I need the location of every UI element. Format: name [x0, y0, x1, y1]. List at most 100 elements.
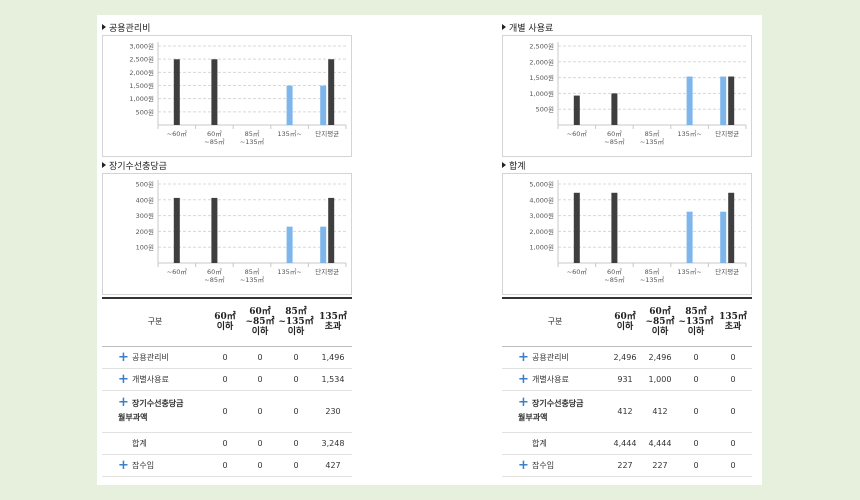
x-tick-label: 60㎡ — [207, 129, 222, 138]
cell-value: 230 — [314, 390, 352, 433]
x-tick-label: ~85㎡ — [604, 275, 625, 284]
bar-dark — [328, 59, 335, 125]
y-tick-label: 200원 — [136, 227, 154, 236]
cell-value: 0 — [714, 368, 752, 391]
cell-value: 1,000 — [642, 368, 678, 391]
table-header-row: 구분 60㎡ 이하 60㎡ ~85㎡ 이하 85㎡ ~135㎡ 이하 135㎡ 초과 — [502, 297, 752, 347]
cell-value: 0 — [208, 368, 242, 391]
table-row: 합계 4,444 4,444 0 0 — [502, 432, 752, 455]
table-row[interactable]: + 공용관리비 2,496 2,496 0 0 — [502, 346, 752, 369]
bar-dark — [211, 59, 218, 125]
y-tick-label: 1,000원 — [529, 243, 554, 252]
y-tick-label: 2,000원 — [529, 227, 554, 236]
x-tick-label: ~60㎡ — [167, 267, 188, 276]
plus-icon[interactable]: + — [118, 371, 129, 387]
bar-light — [320, 226, 327, 263]
header-col-60-below: 60㎡ 이하 — [608, 297, 642, 347]
section-title-total: 합계 — [502, 159, 526, 172]
cell-value: 4,444 — [642, 432, 678, 455]
y-tick-label: 1,000원 — [129, 94, 154, 103]
x-tick-label: ~135㎡ — [240, 275, 265, 284]
x-tick-label: 60㎡ — [207, 267, 222, 276]
header-category: 구분 — [102, 297, 208, 347]
x-tick-label: ~85㎡ — [604, 137, 625, 146]
cell-value: 1,496 — [314, 346, 352, 369]
x-tick-label: 85㎡ — [245, 267, 260, 276]
bar-dark — [728, 76, 735, 125]
x-tick-label: 단지평균 — [715, 129, 739, 138]
triangle-bullet-icon — [502, 24, 506, 30]
x-tick-label: ~60㎡ — [567, 267, 588, 276]
chart-total: 5,000원 4,000원 3,000원 2,000원 1,000원 ~60㎡ 60㎡ ~85… — [502, 173, 752, 295]
x-tick-label: 85㎡ — [645, 129, 660, 138]
table-row[interactable]: + 잡수입 227 227 0 0 — [502, 454, 752, 477]
table-row: 합계 0 0 0 3,248 — [102, 432, 352, 455]
fee-table-right: 구분 60㎡ 이하 60㎡ ~85㎡ 이하 85㎡ ~135㎡ 이하 135㎡ 초과 + 공용… — [502, 297, 752, 477]
table-row[interactable]: + 잡수입 0 0 0 427 — [102, 454, 352, 477]
bar-light — [686, 76, 693, 125]
plus-icon[interactable]: + — [518, 371, 529, 387]
triangle-bullet-icon — [502, 162, 506, 168]
y-tick-label: 3,000원 — [129, 42, 154, 51]
bar-dark — [611, 192, 618, 263]
x-tick-label: 60㎡ — [607, 267, 622, 276]
y-tick-label: 2,500원 — [129, 55, 154, 64]
y-tick-label: 2,500원 — [529, 42, 554, 51]
header-col-60-85: 60㎡ ~85㎡ 이하 — [642, 297, 678, 347]
table-row[interactable]: + 개별사용료 0 0 0 1,534 — [102, 368, 352, 391]
plus-icon[interactable]: + — [518, 349, 529, 365]
triangle-bullet-icon — [102, 24, 106, 30]
cell-value: 227 — [608, 454, 642, 477]
row-label: 장기수선충당금 — [132, 399, 184, 408]
plus-icon[interactable]: + — [518, 457, 529, 473]
cell-value: 0 — [208, 432, 242, 455]
chart-individual-fee: 2,500원 2,000원 1,500원 1,000원 500원 ~60㎡ 60㎡ ~85㎡ 8… — [502, 35, 752, 157]
table-row[interactable]: + 개별사용료 931 1,000 0 0 — [502, 368, 752, 391]
bar-light — [720, 76, 727, 125]
cell-value: 0 — [278, 346, 314, 369]
plus-icon[interactable]: + — [118, 349, 129, 365]
y-tick-label: 100원 — [136, 243, 154, 252]
row-label: 잡수입 — [532, 460, 555, 470]
chart-repair-reserve: 500원 400원 300원 200원 100원 ~60㎡ 60㎡ ~85㎡ 85㎡ ~135㎡ 1… — [102, 173, 352, 295]
chart-common-fee: 3,000원 2,500원 2,000원 1,500원 1,000원 500원 ~60㎡ 60… — [102, 35, 352, 157]
cell-value: 4,444 — [608, 432, 642, 455]
table-header-row: 구분 60㎡ 이하 60㎡ ~85㎡ 이하 85㎡ ~135㎡ 이하 135㎡ 초과 — [102, 297, 352, 347]
section-title-common-fee: 공용관리비 — [102, 21, 150, 34]
x-tick-label: 60㎡ — [607, 129, 622, 138]
plus-icon[interactable]: + — [518, 395, 529, 410]
triangle-bullet-icon — [102, 162, 106, 168]
y-tick-label: 400원 — [136, 195, 154, 204]
cell-value: 0 — [278, 454, 314, 477]
x-tick-label: 135㎡~ — [277, 267, 301, 276]
y-tick-label: 500원 — [136, 107, 154, 116]
row-label: 합계 — [532, 438, 547, 448]
y-tick-label: 2,000원 — [529, 57, 554, 66]
table-row[interactable]: + 장기수선충당금 월부과액 412 412 0 0 — [502, 390, 752, 433]
cell-value: 0 — [678, 368, 714, 391]
x-tick-label: ~135㎡ — [640, 137, 665, 146]
bar-dark — [173, 197, 180, 263]
y-tick-label: 500원 — [136, 180, 154, 189]
x-tick-label: 85㎡ — [245, 129, 260, 138]
bar-light — [686, 211, 693, 263]
bar-dark — [328, 197, 335, 263]
cell-value: 0 — [278, 390, 314, 433]
row-label: 합계 — [132, 438, 147, 448]
content-panel: 공용관리비 개별 사용료 장기수선충당금 합계 3,000원 2,500원 2,00… — [97, 15, 762, 485]
table-row[interactable]: + 장기수선충당금 월부과액 0 0 0 230 — [102, 390, 352, 433]
plus-icon[interactable]: + — [118, 395, 129, 410]
plus-icon[interactable]: + — [118, 457, 129, 473]
bar-dark — [728, 192, 735, 263]
x-tick-label: ~60㎡ — [167, 129, 188, 138]
bar-light — [286, 85, 293, 125]
row-label: 개별사용료 — [132, 374, 169, 384]
fee-table-left: 구분 60㎡ 이하 60㎡ ~85㎡ 이하 85㎡ ~135㎡ 이하 135㎡ 초과 + 공용… — [102, 297, 352, 477]
x-tick-label: ~85㎡ — [204, 137, 225, 146]
table-row[interactable]: + 공용관리비 0 0 0 1,496 — [102, 346, 352, 369]
header-col-60-below: 60㎡ 이하 — [208, 297, 242, 347]
y-tick-label: 4,000원 — [529, 195, 554, 204]
bar-dark — [173, 59, 180, 125]
row-label: 잡수입 — [132, 460, 155, 470]
row-label: 장기수선충당금 — [532, 399, 584, 408]
